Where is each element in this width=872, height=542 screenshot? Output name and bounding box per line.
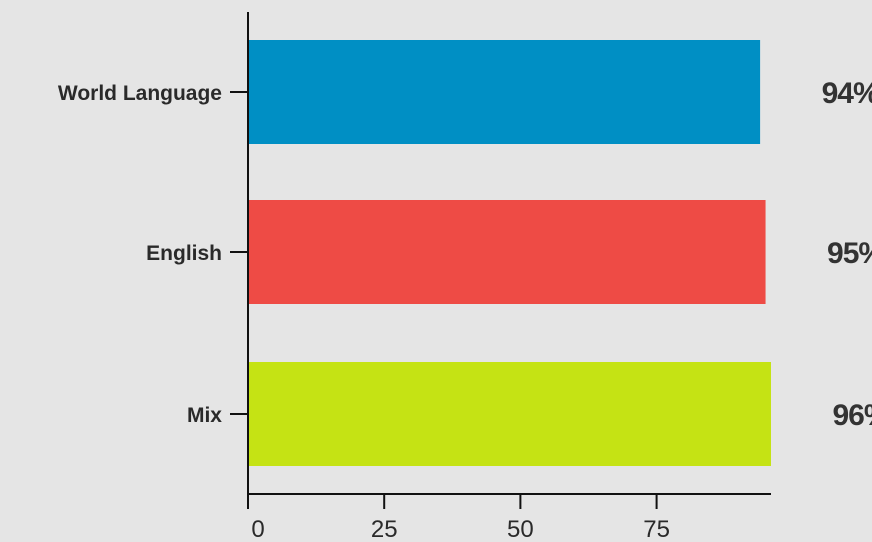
bar-english xyxy=(248,200,766,304)
bar-mix xyxy=(248,362,771,466)
bars-group xyxy=(248,40,771,466)
x-tick-label-75: 75 xyxy=(643,516,670,542)
bar-world-language xyxy=(248,40,761,144)
x-tick-label-0: 0 xyxy=(251,516,264,542)
value-labels-group: 94% 95% 96% xyxy=(822,77,872,432)
x-ticks-group: 0 25 50 75 xyxy=(247,494,670,542)
category-label-world-language: World Language xyxy=(58,82,222,105)
category-label-english: English xyxy=(146,242,222,265)
category-labels-group: World Language English Mix xyxy=(58,82,248,427)
value-label-world-language: 94% xyxy=(822,77,872,110)
x-tick-label-25: 25 xyxy=(371,516,398,542)
category-label-mix: Mix xyxy=(187,404,222,427)
value-label-english: 95% xyxy=(827,237,872,270)
x-tick-label-50: 50 xyxy=(507,516,534,542)
value-label-mix: 96% xyxy=(832,399,872,432)
